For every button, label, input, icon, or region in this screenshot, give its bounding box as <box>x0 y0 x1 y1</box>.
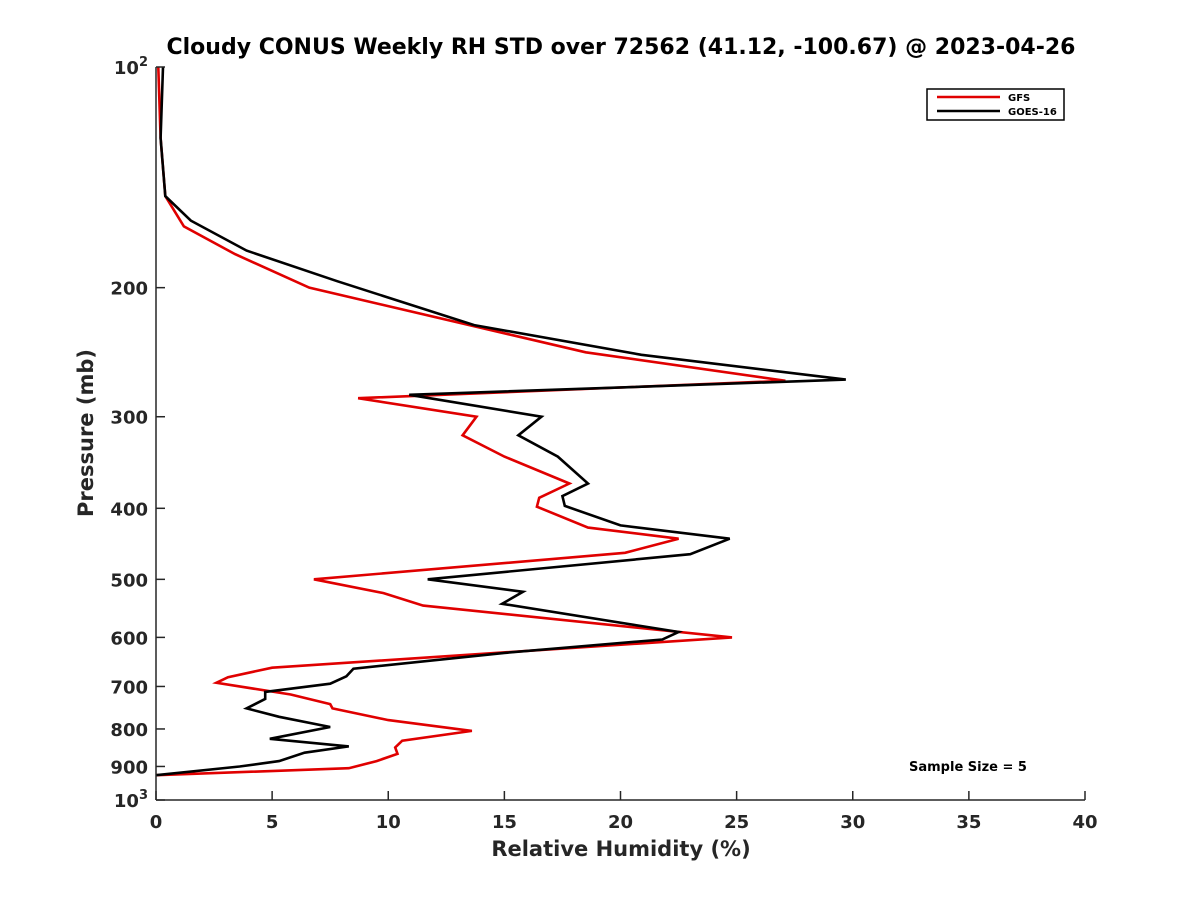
sample-size-annotation: Sample Size = 5 <box>909 760 1027 775</box>
y-axis-label: Pressure (mb) <box>74 349 98 517</box>
x-tick-label: 0 <box>150 812 163 833</box>
series-line-goes16 <box>155 66 846 777</box>
x-tick-label: 25 <box>724 812 749 833</box>
y-tick-label: 103 <box>114 788 148 812</box>
x-tick-label: 40 <box>1072 812 1097 833</box>
x-axis-label: Relative Humidity (%) <box>491 837 750 861</box>
y-tick-label: 500 <box>110 570 148 591</box>
legend-label-gfs: GFS <box>1008 93 1030 104</box>
y-tick-label: 200 <box>110 279 148 300</box>
y-tick-label: 700 <box>110 677 148 698</box>
x-tick-label: 5 <box>266 812 279 833</box>
x-tick-label: 20 <box>608 812 633 833</box>
legend: GFS GOES-16 <box>926 88 1065 121</box>
y-tick-label: 900 <box>110 757 148 778</box>
y-tick-label: 102 <box>114 55 148 79</box>
chart-title: Cloudy CONUS Weekly RH STD over 72562 (4… <box>167 35 1076 60</box>
y-tick-label: 600 <box>110 628 148 649</box>
x-tick-label: 15 <box>492 812 517 833</box>
legend-label-goes16: GOES-16 <box>1008 107 1057 118</box>
series-line-gfs <box>155 66 786 777</box>
plot-area <box>155 66 846 777</box>
y-tick-label: 300 <box>110 408 148 429</box>
x-tick-label: 35 <box>956 812 981 833</box>
x-tick-label: 30 <box>840 812 865 833</box>
axes: 0 5 10 15 20 25 30 35 40 102 200 300 400 500 600 700 800… <box>110 55 1097 833</box>
legend-box <box>926 88 1065 121</box>
x-tick-label: 10 <box>376 812 401 833</box>
y-tick-label: 400 <box>110 499 148 520</box>
y-tick-label: 800 <box>110 720 148 741</box>
